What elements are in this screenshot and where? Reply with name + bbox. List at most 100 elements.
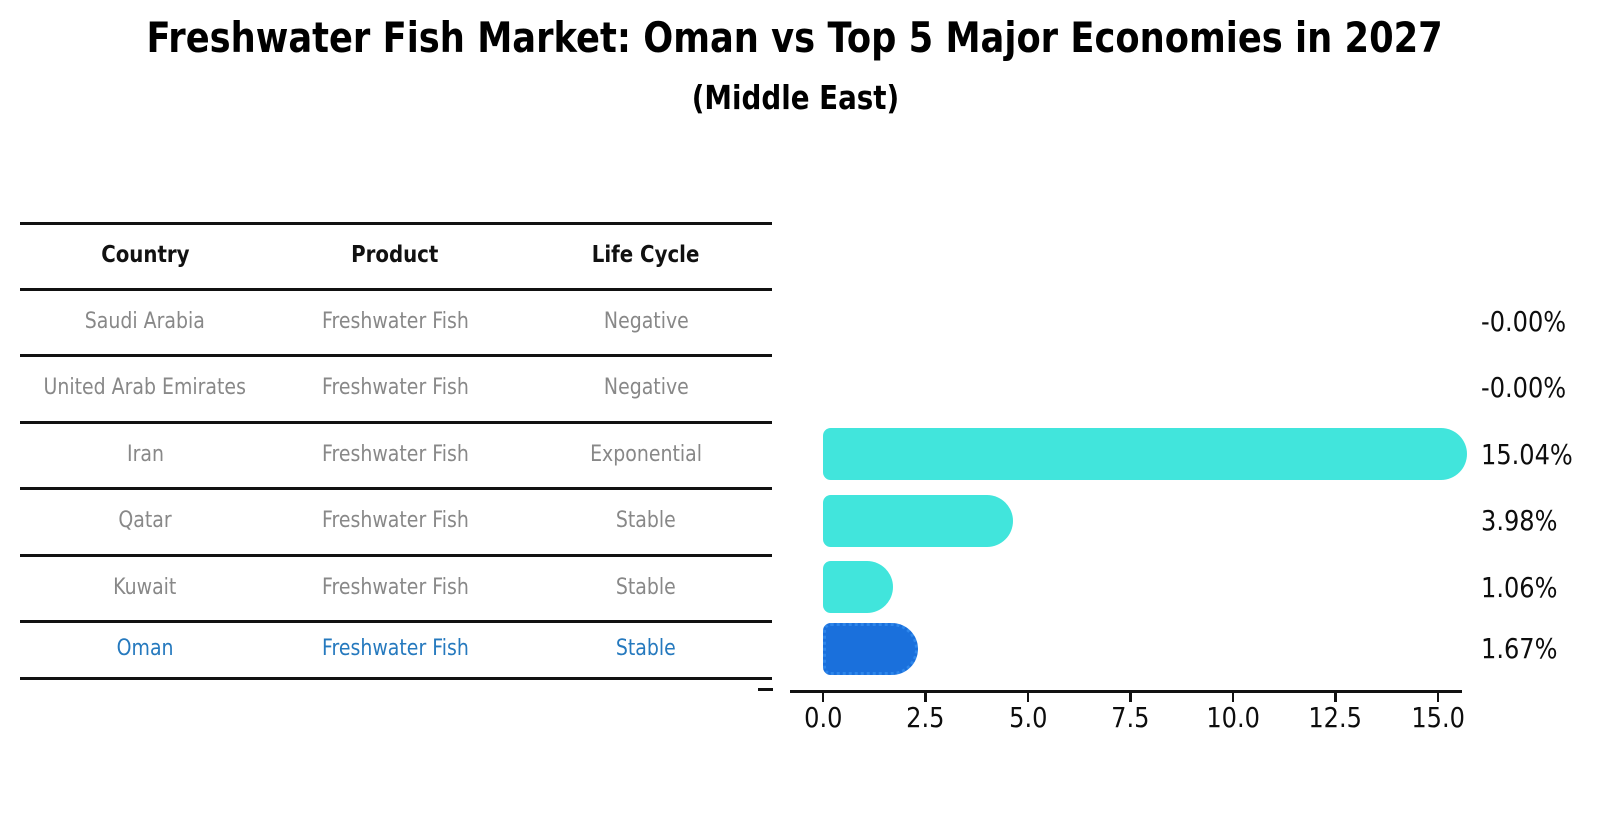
life-cycle-cell: Negative <box>520 354 772 421</box>
life-cycle-cell: Negative <box>520 288 772 354</box>
x-tick-mark <box>924 692 927 702</box>
x-tick-label: 2.5 <box>876 700 976 734</box>
x-tick-label: 10.0 <box>1183 700 1283 734</box>
product-cell: Freshwater Fish <box>270 288 520 354</box>
axis-left-dash <box>758 688 773 691</box>
product-cell-text: Freshwater Fish <box>321 375 469 400</box>
table-row-oman: Oman Freshwater Fish Stable <box>20 620 772 677</box>
value-label-text: -0.00% <box>1481 371 1567 404</box>
x-tick-mark <box>1231 692 1235 702</box>
country-cell: Qatar <box>20 487 270 554</box>
x-tick-label: 5.0 <box>978 700 1078 734</box>
table-rule-7 <box>20 677 772 680</box>
value-label-text: 3.98% <box>1481 504 1558 537</box>
value-label: 1.67% <box>1481 629 1570 669</box>
x-tick-label: 12.5 <box>1286 700 1386 734</box>
bar-kuwait <box>823 561 894 613</box>
table-rule-0 <box>20 222 772 225</box>
product-cell: Freshwater Fish <box>270 421 520 487</box>
country-cell: Kuwait <box>20 554 270 620</box>
table-row-united-arab-emirates: United Arab Emirates Freshwater Fish Negat… <box>20 354 772 421</box>
table-rule-5 <box>20 554 772 557</box>
value-label: 3.98% <box>1481 501 1570 541</box>
table-rule-6 <box>20 620 772 623</box>
country-cell: Iran <box>20 421 270 487</box>
life-cycle-cell: Stable <box>520 487 772 554</box>
value-label: -0.00% <box>1481 301 1580 341</box>
life-cycle-cell-text: Negative <box>603 308 689 334</box>
country-cell-text: Kuwait <box>113 574 177 600</box>
life-cycle-cell-text: Stable <box>616 508 676 533</box>
x-axis-line <box>790 690 1462 693</box>
table-rule-1 <box>20 288 772 291</box>
life-cycle-cell: Stable <box>520 620 772 677</box>
value-label-text: 1.67% <box>1481 632 1558 665</box>
page-title: Freshwater Fish Market: Oman vs Top 5 Ma… <box>0 13 1590 62</box>
table-row-qatar: Qatar Freshwater Fish Stable <box>20 487 772 554</box>
x-tick-label-text: 10.0 <box>1206 700 1260 734</box>
x-tick-mark <box>821 692 825 702</box>
x-tick-label: 7.5 <box>1081 700 1181 734</box>
life-cycle-cell-text: Stable <box>616 636 676 661</box>
product-cell: Freshwater Fish <box>270 487 520 554</box>
bar-oman <box>823 622 919 675</box>
value-label-text: -0.00% <box>1481 304 1567 338</box>
column-header-life-cycle-text: Life Cycle <box>592 242 700 268</box>
country-cell: Oman <box>20 620 270 677</box>
table-rule-2 <box>20 354 772 357</box>
table-rule-4 <box>20 487 772 490</box>
x-tick-label-text: 0.0 <box>803 700 843 734</box>
product-cell-text: Freshwater Fish <box>321 574 469 600</box>
value-label-text: 1.06% <box>1481 570 1558 604</box>
table-rule-3 <box>20 421 772 424</box>
x-tick-mark <box>1026 692 1030 702</box>
page-title-text: Freshwater Fish Market: Oman vs Top 5 Ma… <box>146 13 1444 62</box>
value-label: 1.06% <box>1481 567 1570 607</box>
product-cell: Freshwater Fish <box>270 554 520 620</box>
life-cycle-cell: Exponential <box>520 421 772 487</box>
value-label-text: 15.04% <box>1481 437 1573 471</box>
x-tick-label-text: 12.5 <box>1308 700 1363 734</box>
country-cell-text: Iran <box>126 441 164 467</box>
x-tick-mark <box>1334 692 1337 702</box>
country-cell-text: Qatar <box>118 508 172 533</box>
product-cell-text: Freshwater Fish <box>321 441 469 467</box>
column-header-country-text: Country <box>100 242 190 268</box>
life-cycle-cell: Stable <box>520 554 772 620</box>
bar-iran <box>823 428 1467 480</box>
value-label: 15.04% <box>1481 434 1588 474</box>
x-tick-mark <box>1436 692 1440 702</box>
page-subtitle: (Middle East) <box>0 78 1590 117</box>
product-cell-text: Freshwater Fish <box>321 508 469 533</box>
table-row-iran: Iran Freshwater Fish Exponential <box>20 421 772 487</box>
value-label: -0.00% <box>1481 368 1580 408</box>
page-subtitle-text: (Middle East) <box>691 78 899 117</box>
product-cell: Freshwater Fish <box>270 354 520 421</box>
country-cell: Saudi Arabia <box>20 288 270 354</box>
life-cycle-cell-text: Negative <box>603 375 689 400</box>
column-header-country: Country <box>20 222 270 288</box>
country-cell-text: United Arab Emirates <box>43 375 247 400</box>
life-cycle-cell-text: Exponential <box>590 441 702 467</box>
table-row-saudi-arabia: Saudi Arabia Freshwater Fish Negative <box>20 288 772 354</box>
column-header-product: Product <box>270 222 520 288</box>
x-tick-label: 15.0 <box>1388 700 1488 734</box>
column-header-life-cycle: Life Cycle <box>520 222 772 288</box>
x-tick-label: 0.0 <box>773 700 873 734</box>
x-tick-label-text: 7.5 <box>1111 700 1150 734</box>
country-cell: United Arab Emirates <box>20 354 270 421</box>
x-tick-label-text: 5.0 <box>1008 700 1048 734</box>
table-row-kuwait: Kuwait Freshwater Fish Stable <box>20 554 772 620</box>
column-header-product-text: Product <box>351 242 439 268</box>
country-cell-text: Saudi Arabia <box>84 308 206 334</box>
bar-qatar <box>823 494 1014 547</box>
x-tick-label-text: 15.0 <box>1411 700 1465 734</box>
x-tick-mark <box>1129 692 1132 702</box>
life-cycle-cell-text: Stable <box>616 574 676 600</box>
product-cell-text: Freshwater Fish <box>321 308 469 334</box>
product-cell: Freshwater Fish <box>270 620 520 677</box>
country-cell-text: Oman <box>116 636 174 661</box>
